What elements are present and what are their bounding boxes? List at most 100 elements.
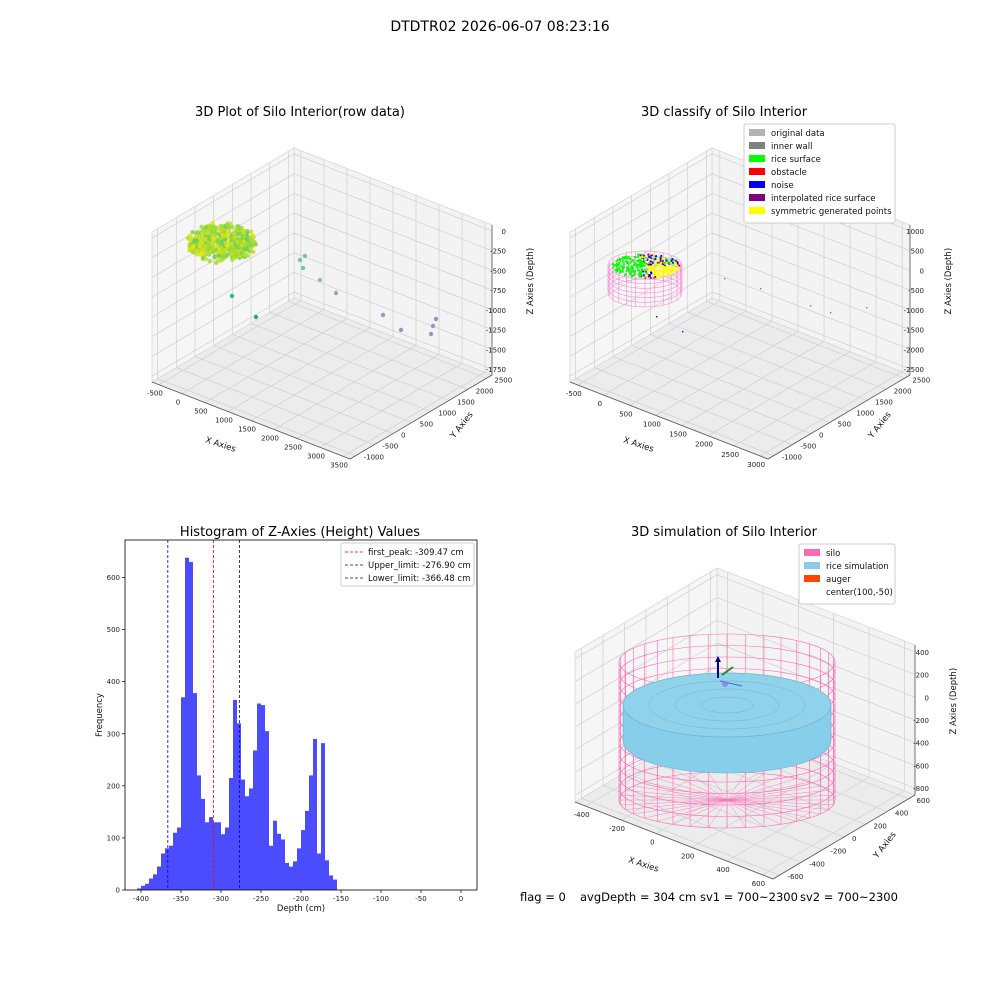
z-axis-label: Z Axies (Depth) [949, 668, 959, 735]
outlier-point [428, 331, 434, 337]
grid-line [629, 321, 773, 406]
silo-floor-spoke [689, 799, 728, 827]
grid-line [716, 619, 916, 698]
grid-line [687, 312, 886, 390]
histogram-bar [169, 845, 173, 890]
classified-point [615, 262, 618, 265]
raw-point [199, 250, 205, 256]
histogram-bar [245, 796, 249, 890]
classified-point [652, 273, 654, 276]
raw-point [199, 224, 204, 229]
z-axis-label: Z Axies (Depth) [944, 248, 954, 315]
classified-point [646, 259, 649, 261]
classified-point [621, 270, 624, 273]
z-tick-label: 0 [920, 267, 924, 275]
classified-point [633, 261, 635, 264]
histogram-bar [325, 860, 329, 890]
outlier-point [229, 293, 235, 299]
histogram-bar [137, 888, 141, 890]
grid-line [716, 642, 916, 721]
y-tick-label: 600 [917, 797, 930, 805]
classified-point [641, 253, 644, 256]
raw-point [248, 237, 253, 242]
y-axis-line [772, 794, 916, 880]
grid-line [232, 334, 431, 412]
classified-point [634, 262, 637, 265]
classified-point [622, 259, 624, 262]
raw-point [252, 240, 257, 245]
classified-point [662, 260, 664, 262]
x-tick-label: -200 [609, 825, 625, 833]
raw-point [245, 231, 250, 236]
raw-point [251, 249, 256, 255]
raw-point [216, 253, 222, 258]
classified-point [671, 258, 674, 260]
z-tick-label: -2000 [904, 346, 924, 354]
histogram-bar [185, 557, 189, 890]
classified-point [626, 269, 628, 272]
classified-point [655, 263, 657, 266]
histogram-bar [217, 822, 221, 890]
x-tick-label: 200 [681, 852, 694, 860]
classified-point [649, 266, 652, 268]
classified-point [618, 263, 620, 266]
legend-swatch [749, 142, 765, 149]
raw-point [222, 237, 227, 242]
classified-point [644, 270, 647, 273]
z-axis-label: Z Axies (Depth) [526, 248, 536, 315]
classified-point [665, 265, 667, 268]
z-tick-label: 200 [916, 672, 929, 680]
x-tick-label: 400 [716, 866, 729, 874]
grid-line [581, 797, 780, 876]
classified-point [647, 268, 650, 271]
raw-point [207, 258, 212, 264]
grid-line [711, 212, 911, 291]
y-tick-label: 1000 [856, 409, 874, 417]
classified-point [637, 269, 640, 271]
z-tick-label: -800 [913, 785, 929, 793]
x-axis-label: X Axies [204, 435, 237, 454]
y-tick-label: 0 [116, 887, 120, 895]
raw-point [248, 229, 254, 234]
classified-point [615, 268, 618, 271]
classified-point [662, 265, 665, 268]
silo-floor-spoke [726, 775, 782, 801]
classified-point [649, 263, 651, 266]
classified-point [670, 258, 672, 261]
y-tick-label: 200 [874, 822, 887, 830]
classified-point [651, 266, 654, 269]
classified-point [666, 258, 668, 261]
classified-point [669, 268, 672, 271]
histogram-bar [261, 705, 265, 890]
raw-point [242, 252, 248, 257]
histogram-bar [177, 827, 181, 890]
classified-point [638, 275, 641, 278]
classified-point [616, 270, 619, 272]
legend-label: rice simulation [826, 562, 889, 572]
histogram-bar [277, 833, 281, 890]
histogram-axes: -400 -350 -300 -250 -200 -150 -100 -50 0 0 100 200 3… [95, 539, 478, 914]
classified-point [657, 272, 660, 274]
classified-point [651, 254, 654, 257]
raw-point [227, 246, 232, 251]
histogram-bar [317, 853, 321, 890]
classified-point [676, 262, 679, 265]
classified-point [650, 272, 653, 274]
classified-point [642, 270, 644, 273]
classified-point [676, 261, 679, 263]
grid-line [250, 323, 450, 401]
raw-point [210, 220, 215, 226]
histogram-bar [309, 775, 313, 890]
classified-point [654, 276, 657, 278]
rice-mesh [700, 696, 754, 714]
classified-point [632, 267, 635, 269]
grid-line [602, 785, 802, 863]
classified-point [625, 257, 627, 260]
y-axis-label: Frequency [95, 693, 105, 737]
raw-point [250, 233, 255, 238]
classified-point [647, 253, 650, 256]
x-tick-label: -50 [415, 895, 426, 903]
raw-point [204, 230, 209, 235]
classified-point [630, 266, 632, 268]
grid-line [569, 193, 713, 278]
